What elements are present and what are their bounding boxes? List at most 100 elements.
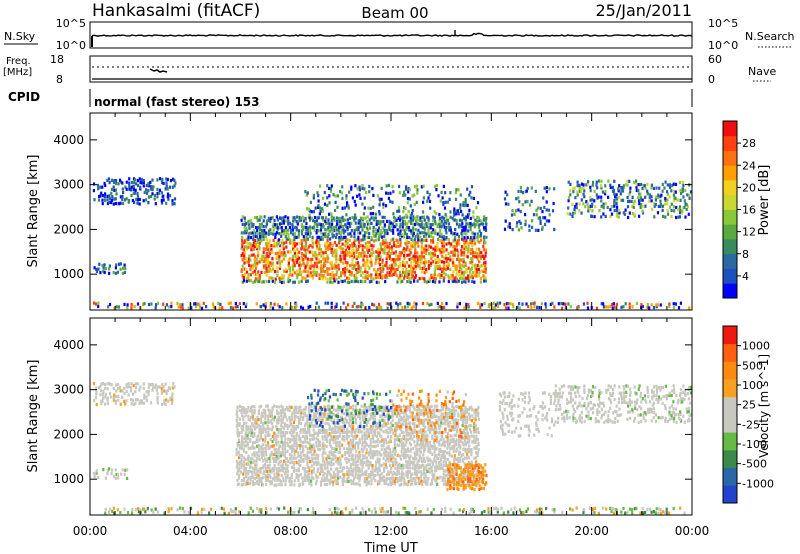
power-cell	[202, 301, 205, 305]
power-cell	[580, 182, 584, 186]
power-cell	[303, 253, 306, 257]
power-cell	[431, 260, 434, 264]
power-cell	[666, 192, 669, 196]
velocity-cell	[240, 453, 243, 457]
velocity-cell	[426, 414, 430, 418]
velocity-cell	[132, 402, 135, 406]
power-cell	[407, 272, 410, 276]
velocity-cell	[168, 387, 172, 391]
velocity-cell	[302, 449, 305, 453]
velocity-cell	[336, 425, 339, 429]
power-cell	[132, 191, 135, 195]
velocity-cell	[266, 459, 269, 463]
power-cell	[518, 302, 521, 306]
velocity-cell	[387, 470, 390, 474]
power-cell	[423, 231, 426, 235]
power-cell	[437, 305, 440, 309]
power-cell	[97, 198, 101, 202]
power-cell	[280, 226, 283, 230]
velocity-cell	[362, 472, 365, 476]
power-cell	[386, 245, 389, 249]
velocity-cell	[385, 446, 388, 450]
power-cell	[605, 305, 608, 309]
velocity-cell	[292, 462, 296, 467]
power-cell	[628, 302, 631, 306]
power-cell	[276, 270, 279, 274]
power-cell	[331, 276, 334, 280]
power-cell	[361, 202, 364, 206]
velocity-cell	[136, 382, 139, 386]
power-cell	[442, 201, 445, 205]
power-cell	[141, 302, 145, 306]
power-cell	[276, 226, 279, 230]
velocity-cell	[106, 387, 109, 391]
power-cell	[190, 306, 193, 310]
velocity-cell	[356, 441, 359, 445]
power-cell	[306, 232, 309, 236]
power-cell	[413, 222, 417, 227]
power-cell	[677, 215, 680, 219]
power-cell	[609, 304, 612, 308]
velocity-cell	[334, 437, 337, 441]
power-cell	[337, 267, 341, 271]
power-cell	[655, 186, 658, 190]
velocity-cell	[332, 480, 335, 484]
power-cell	[453, 213, 456, 217]
power-cell	[607, 305, 610, 309]
power-cell	[332, 216, 335, 220]
velocity-cell	[163, 389, 166, 393]
velocity-cell	[253, 425, 256, 429]
power-cell	[130, 306, 133, 310]
velocity-cell	[423, 469, 426, 473]
power-cell	[310, 210, 313, 214]
power-cell	[151, 192, 154, 196]
power-cell	[322, 269, 325, 273]
velocity-cell	[242, 447, 245, 451]
velocity-cell	[238, 443, 241, 447]
velocity-cell	[306, 440, 309, 444]
power-cell	[541, 227, 544, 231]
velocity-cell	[400, 430, 403, 434]
power-cell	[269, 305, 272, 309]
power-cell	[147, 201, 150, 205]
power-cell	[416, 215, 419, 219]
power-cell	[681, 211, 684, 215]
velocity-cell	[369, 456, 372, 460]
velocity-cell	[430, 469, 433, 473]
power-cell	[116, 270, 119, 274]
power-cell	[612, 302, 615, 306]
velocity-cell	[247, 417, 250, 421]
power-cell	[262, 280, 265, 284]
velocity-cell	[255, 418, 258, 423]
velocity-cell	[95, 469, 98, 473]
velocity-cell	[446, 431, 449, 435]
power-cell	[361, 255, 364, 259]
power-cell	[417, 244, 420, 248]
power-cell	[438, 264, 441, 268]
power-cell	[454, 276, 457, 280]
velocity-cell	[250, 431, 254, 435]
velocity-cell	[286, 449, 289, 453]
velocity-cell	[404, 420, 407, 424]
velocity-cell	[301, 444, 304, 448]
velocity-cell	[329, 473, 332, 477]
velocity-cell	[97, 386, 101, 390]
velocity-cell	[290, 482, 293, 487]
power-cell	[92, 182, 96, 186]
velocity-cell	[422, 414, 425, 418]
power-cell	[265, 251, 268, 256]
velocity-cell	[378, 450, 381, 454]
velocity-cell	[252, 446, 255, 450]
nsky-label: N.Sky	[4, 30, 36, 43]
power-cell	[632, 205, 635, 209]
velocity-cell	[448, 478, 451, 482]
power-cell	[300, 232, 304, 236]
power-cell	[483, 241, 486, 245]
power-cell	[315, 239, 318, 243]
power-cell	[670, 214, 673, 219]
power-cell	[323, 190, 326, 195]
velocity-cell	[242, 463, 245, 467]
velocity-cell	[291, 411, 294, 415]
velocity-cell	[440, 414, 443, 418]
power-cell	[574, 204, 577, 209]
